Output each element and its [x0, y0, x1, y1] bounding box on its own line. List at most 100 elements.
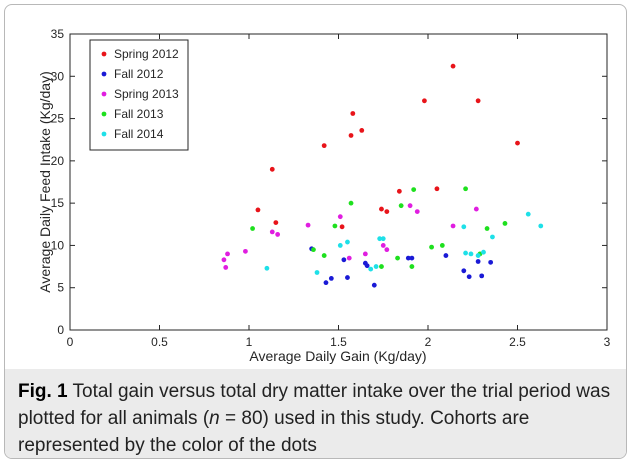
y-tick-label: 30	[51, 69, 65, 83]
legend-label: Spring 2013	[114, 87, 179, 101]
data-point	[525, 211, 531, 217]
data-point	[243, 248, 248, 254]
chart-legend: Spring 2012 Fall 2012 Spring 2013 Fall 2013…	[89, 39, 189, 151]
data-point	[332, 223, 338, 229]
data-point	[345, 239, 350, 245]
data-point	[328, 276, 334, 281]
data-point	[373, 264, 379, 269]
data-point	[323, 280, 329, 286]
data-point	[475, 259, 481, 264]
data-point	[368, 266, 374, 272]
caption-band	[5, 369, 626, 458]
data-point	[414, 209, 420, 215]
data-point	[481, 249, 486, 255]
data-point	[473, 206, 479, 212]
data-point	[269, 166, 275, 172]
data-point	[466, 274, 472, 280]
x-axis-label: Average Daily Gain (Kg/day)	[249, 348, 426, 364]
data-point	[380, 243, 386, 248]
data-point	[398, 203, 404, 209]
data-point	[463, 250, 468, 256]
data-point	[443, 253, 449, 258]
data-point	[384, 209, 390, 215]
x-tick-label: 2.5	[509, 335, 526, 349]
data-point	[339, 224, 345, 230]
data-point	[434, 186, 440, 192]
caption-text-part2: used in this study. Cohorts are represen…	[18, 408, 530, 456]
data-point	[490, 234, 495, 240]
data-point	[461, 268, 467, 274]
data-point	[305, 222, 311, 228]
data-point	[515, 140, 520, 146]
figure-label: Fig. 1	[18, 381, 68, 402]
data-point	[223, 265, 229, 270]
legend-marker	[101, 71, 107, 77]
legend-marker	[101, 51, 107, 57]
data-point	[411, 187, 417, 193]
data-point	[269, 229, 275, 235]
data-point	[346, 255, 352, 261]
y-tick-label: 5	[57, 281, 64, 295]
data-point	[273, 220, 279, 225]
data-point	[371, 282, 377, 288]
y-tick-label: 25	[51, 112, 65, 126]
data-point	[341, 257, 347, 263]
data-point	[461, 224, 467, 230]
data-point	[538, 223, 544, 229]
data-point	[314, 270, 320, 275]
y-axis-label: Average Daily Feed Intake (Kg/day)	[37, 71, 53, 293]
data-point	[405, 255, 411, 261]
y-axis-ticks: 0 5 10 15 20 25 30 35	[51, 27, 607, 337]
data-point	[250, 226, 255, 231]
data-point	[348, 133, 354, 138]
figure-caption: Fig. 1 Total gain versus total dry matte…	[18, 378, 618, 459]
caption-n-value: = 80)	[219, 408, 269, 429]
data-point	[359, 128, 365, 133]
data-point	[488, 259, 494, 265]
data-point	[379, 264, 384, 269]
data-point	[395, 255, 400, 261]
data-point	[379, 206, 384, 212]
data-point	[311, 247, 316, 253]
data-point	[450, 223, 456, 229]
data-point	[439, 243, 445, 248]
data-point	[337, 243, 343, 248]
data-point	[409, 255, 415, 261]
data-point	[221, 257, 227, 263]
data-point	[255, 207, 261, 213]
legend-label: Fall 2012	[114, 67, 164, 81]
data-point	[463, 186, 468, 192]
data-point	[409, 264, 415, 269]
data-point	[422, 98, 427, 104]
data-point	[348, 200, 354, 206]
legend-label: Fall 2013	[114, 107, 164, 121]
data-point	[475, 98, 481, 104]
data-points	[221, 63, 544, 288]
data-point	[396, 188, 402, 194]
y-tick-label: 20	[51, 154, 65, 168]
data-point	[380, 236, 386, 242]
legend-box	[89, 39, 189, 151]
data-point	[321, 253, 327, 258]
y-tick-label: 35	[51, 27, 65, 41]
scatter-chart: 0 0.5 1 1.5 2 2.5 3 0 5 10 15 20 25 30 35 Average Dai…	[37, 27, 611, 364]
data-point	[264, 265, 270, 271]
y-tick-label: 10	[51, 238, 65, 252]
legend-marker	[101, 131, 107, 137]
x-axis-ticks: 0 0.5 1 1.5 2 2.5 3	[67, 34, 611, 349]
data-point	[275, 232, 281, 237]
data-point	[350, 111, 356, 116]
data-point	[384, 247, 390, 253]
x-tick-label: 0	[67, 335, 74, 349]
data-point	[377, 236, 383, 242]
legend-marker	[101, 111, 107, 117]
data-point	[484, 226, 490, 231]
y-tick-label: 15	[51, 196, 65, 210]
x-tick-label: 2	[425, 335, 432, 349]
caption-text-part1: Total gain versus total dry matter intak…	[18, 381, 611, 429]
caption-n-variable: n	[209, 408, 220, 429]
data-point	[502, 221, 508, 226]
legend-label: Fall 2014	[114, 127, 164, 141]
data-point	[468, 251, 474, 257]
legend-label: Spring 2012	[114, 47, 179, 61]
